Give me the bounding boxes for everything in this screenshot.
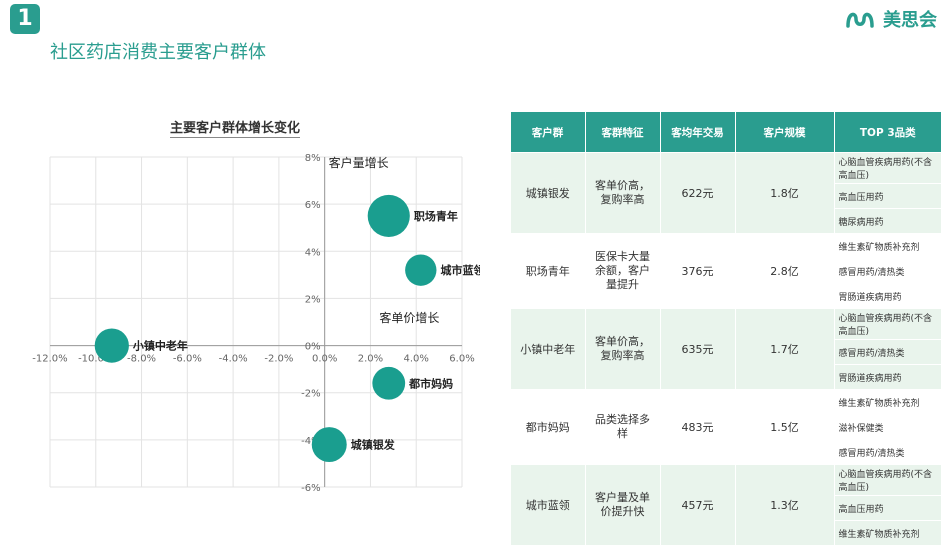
y-tick-label: 8% [305,153,321,164]
bubble-chart: -12.0% -10.0% -8.0% -6.0% -4.0% -2.0% 0.0% 2.0%… [32,153,480,494]
segment-name-cell: 小镇中老年 [510,308,586,390]
table-row: 糖尿病用药 [511,208,942,234]
top3-category-cell: 感冒用药/清热类 [833,258,942,284]
page-title: 社区药店消费主要客户群体 [50,42,266,63]
bubble-point [311,427,347,463]
col-header-top3: TOP 3品类 [834,112,942,153]
col-header-group: 客户群 [510,112,586,153]
col-header-scale: 客户规模 [735,112,835,153]
table-row: 感冒用药/清热类 [511,339,942,365]
y-tick-label: 2% [305,294,321,305]
col-header-spend: 客均年交易 [660,112,736,153]
bubble-label: 职场青年 [414,209,458,223]
table-row: 滋补保健类 [511,414,942,440]
top3-category-cell: 维生素矿物质补充剂 [833,233,942,259]
x-tick-label: -12.0% [32,354,67,365]
top3-category-cell: 心脑血管疾病用药(不含高血压) [833,464,942,496]
segment-feature-cell: 品类选择多样 [584,389,661,465]
table-row: 职场青年 医保卡大量余额，客户量提升 376元 2.8亿 维生素矿物质补充剂 [510,233,942,309]
bubble-label: 城市蓝领 [440,263,480,277]
x-tick-label: 4.0% [404,354,429,365]
table-row: 小镇中老年 客单价高，复购率高 635元 1.7亿 心脑血管疾病用药(不含高血压) [510,308,942,390]
x-axis-label: 客单价增长 [379,310,439,325]
top3-category-cell: 心脑血管疾病用药(不含高血压) [833,152,942,184]
bubble-point [367,194,410,238]
top3-category-cell: 维生素矿物质补充剂 [833,389,942,415]
customer-scale-cell: 2.8亿 [734,233,835,309]
top3-category-cell: 高血压用药 [833,495,942,521]
y-tick-label: 4% [305,247,321,258]
y-tick-labels: 8% 6% 4% 2% 0% -2% -4% -6% [301,153,320,494]
annual-spend-cell: 483元 [659,389,736,465]
segment-name-cell: 职场青年 [510,233,586,309]
y-tick-label: -2% [301,389,320,400]
table-row: 城市蓝领 客户量及单价提升快 457元 1.3亿 心脑血管疾病用药(不含高血压) [510,464,942,546]
top3-category-cell: 胃肠道疾病用药 [833,364,942,390]
x-tick-label: -8.0% [127,354,156,365]
table-row: 胃肠道疾病用药 [511,283,942,309]
y-axis-label: 客户量增长 [329,155,389,170]
section-number-badge: 1 [10,4,40,34]
y-tick-label: 6% [305,200,321,211]
top3-category-cell: 滋补保健类 [833,414,942,440]
brand-logo: 美思会 [845,6,937,32]
customer-scale-cell: 1.7亿 [734,308,835,390]
segment-name-cell: 城镇银发 [510,152,586,234]
customer-scale-cell: 1.3亿 [734,464,835,546]
x-tick-label: -4.0% [219,354,248,365]
customer-segment-table: 客户群 客群特征 客均年交易 客户规模 TOP 3品类 城镇银发 客单价高，复购率… [510,112,942,546]
segment-feature-cell: 医保卡大量余额，客户量提升 [584,233,661,309]
table-body: 城镇银发 客单价高，复购率高 622元 1.8亿 心脑血管疾病用药(不含高血压) 高血压用… [510,152,942,546]
table-row: 感冒用药/清热类 [511,258,942,284]
x-tick-label: 6.0% [449,354,474,365]
table-row: 城镇银发 客单价高，复购率高 622元 1.8亿 心脑血管疾病用药(不含高血压) [510,152,942,234]
annual-spend-cell: 457元 [659,464,736,546]
segment-name-cell: 都市妈妈 [510,389,586,465]
table-header-row: 客户群 客群特征 客均年交易 客户规模 TOP 3品类 [510,112,942,153]
chart-title: 主要客户群体增长变化 [170,117,301,138]
x-tick-label: -6.0% [173,354,202,365]
top3-category-cell: 糖尿病用药 [833,208,942,234]
bubble-label: 城镇银发 [351,438,396,452]
bubble-point [372,366,406,400]
col-header-feature: 客群特征 [585,112,661,153]
logo-text: 美思会 [883,10,937,31]
customer-scale-cell: 1.5亿 [734,389,835,465]
top3-category-cell: 高血压用药 [833,183,942,209]
bubble-point [405,254,437,286]
x-tick-label: 0.0% [312,354,337,365]
table-row: 高血压用药 [511,183,942,209]
customer-scale-cell: 1.8亿 [734,152,835,234]
y-tick-label: -6% [301,483,320,494]
top3-category-cell: 胃肠道疾病用药 [833,283,942,309]
x-tick-label: -2.0% [264,354,293,365]
annual-spend-cell: 622元 [659,152,736,234]
segment-feature-cell: 客户量及单价提升快 [584,464,661,546]
bubble-point [94,328,129,363]
bubble-label: 小镇中老年 [132,339,188,353]
top3-category-cell: 感冒用药/清热类 [833,439,942,465]
top3-category-cell: 心脑血管疾病用药(不含高血压) [833,308,942,340]
bubble-label: 都市妈妈 [408,376,453,390]
segment-feature-cell: 客单价高，复购率高 [584,152,661,234]
x-tick-label: -10.0% [78,354,113,365]
annual-spend-cell: 635元 [659,308,736,390]
segment-feature-cell: 客单价高，复购率高 [584,308,661,390]
y-tick-label: 0% [305,342,321,353]
top3-category-cell: 维生素矿物质补充剂 [833,520,942,546]
table-row: 都市妈妈 品类选择多样 483元 1.5亿 维生素矿物质补充剂 [510,389,942,465]
logo-icon [846,12,874,28]
chart-grid [49,156,463,488]
segment-name-cell: 城市蓝领 [510,464,586,546]
x-tick-label: 2.0% [358,354,383,365]
top3-category-cell: 感冒用药/清热类 [833,339,942,365]
annual-spend-cell: 376元 [659,233,736,309]
y-tick-label: -4% [301,436,320,447]
x-tick-labels: -12.0% -10.0% -8.0% -6.0% -4.0% -2.0% 0.0% 2.0%… [32,354,474,365]
